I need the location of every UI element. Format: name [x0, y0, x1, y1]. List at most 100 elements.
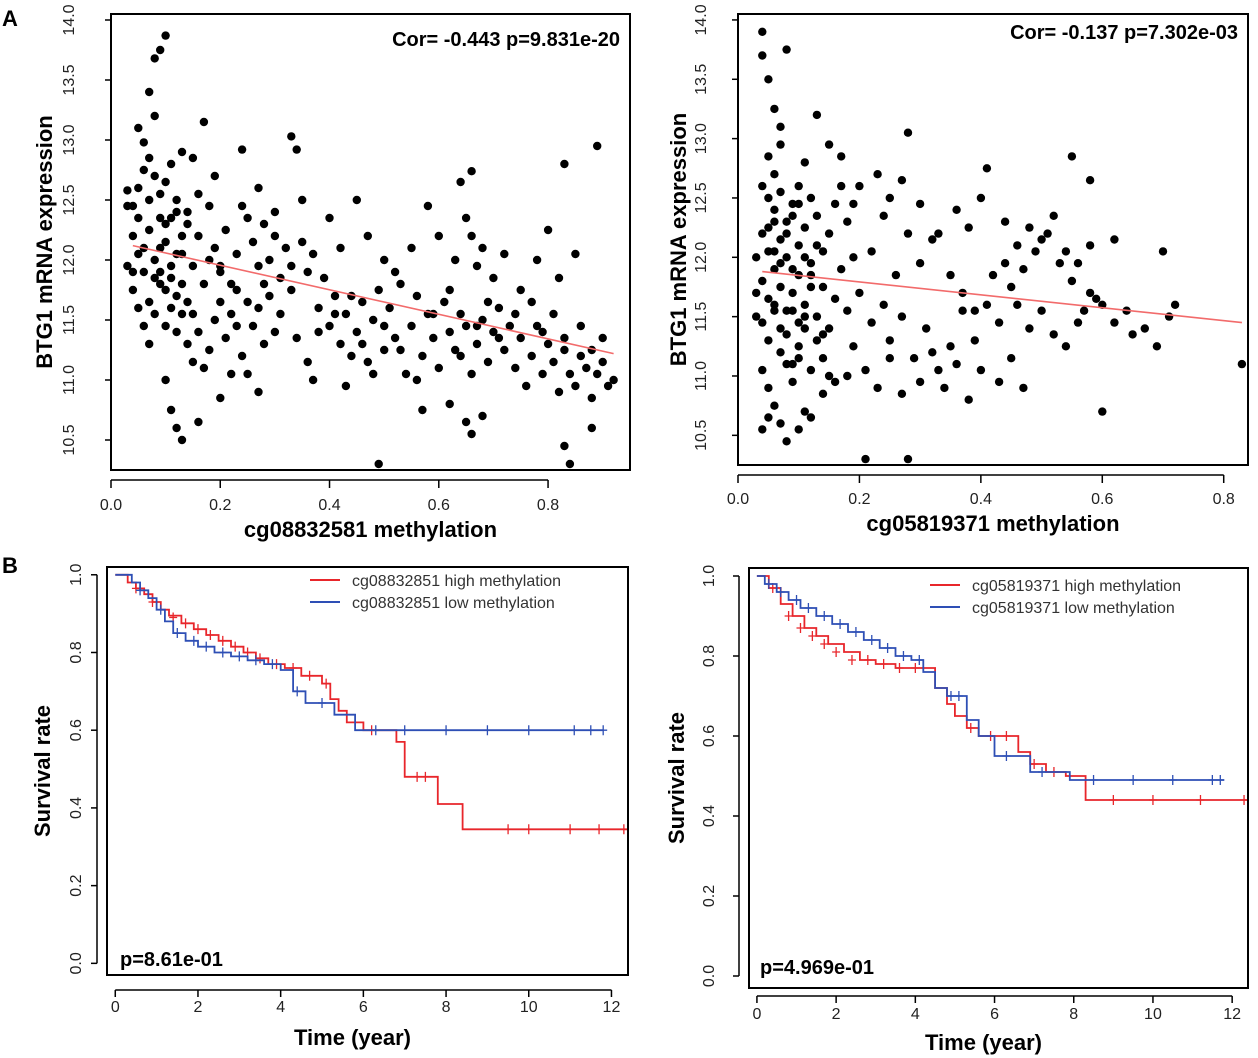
data-point: [824, 324, 834, 333]
y-tick-label: 0.8: [701, 645, 718, 667]
data-point: [794, 354, 803, 363]
data-point: [123, 261, 132, 271]
censor-mark: [1109, 795, 1118, 805]
data-point: [166, 405, 176, 415]
data-point: [867, 318, 876, 327]
data-point: [922, 324, 931, 333]
data-point: [308, 375, 318, 385]
censor-mark: [1168, 775, 1177, 785]
p-value-annotation: p=4.969e-01: [760, 957, 874, 979]
data-point: [982, 164, 992, 173]
data-point: [527, 351, 536, 361]
data-point: [1000, 217, 1010, 226]
y-tick-label: 0.2: [68, 874, 85, 896]
data-point: [958, 306, 967, 315]
data-point: [156, 213, 165, 223]
x-axis-title: cg05819371 methylation: [866, 511, 1119, 536]
data-point: [812, 211, 822, 220]
data-point: [794, 318, 803, 327]
data-point: [216, 393, 225, 403]
data-point: [776, 348, 785, 357]
data-point: [145, 339, 154, 349]
data-point: [336, 339, 345, 349]
censor-mark: [206, 630, 215, 640]
data-point: [800, 223, 809, 232]
censor-mark: [371, 725, 380, 736]
data-point: [609, 375, 618, 385]
data-point: [758, 425, 767, 434]
data-point: [161, 375, 170, 385]
data-point: [440, 297, 449, 307]
data-point: [363, 231, 372, 241]
data-point: [461, 417, 471, 427]
data-point: [1025, 324, 1034, 333]
data-point: [259, 339, 269, 349]
data-point: [764, 152, 773, 161]
data-point: [123, 201, 132, 211]
censor-mark: [202, 641, 211, 652]
data-point: [451, 345, 460, 355]
data-point: [764, 75, 773, 84]
data-point: [532, 255, 542, 265]
data-point: [265, 255, 274, 265]
data-point: [188, 357, 198, 367]
data-point: [363, 357, 372, 367]
data-point: [770, 104, 779, 114]
data-point: [396, 279, 405, 289]
data-point: [1073, 318, 1083, 327]
censor-mark: [851, 627, 860, 637]
y-tick-label: 10.5: [693, 420, 710, 451]
data-point: [843, 306, 852, 315]
censor-mark: [911, 663, 920, 673]
data-point: [385, 303, 394, 313]
data-point: [156, 189, 165, 199]
y-tick-label: 0.6: [701, 725, 718, 747]
data-point: [210, 315, 219, 325]
data-point: [314, 303, 323, 313]
data-point: [1085, 241, 1095, 250]
data-point: [782, 306, 791, 315]
data-point: [800, 300, 809, 309]
data-point: [177, 279, 187, 289]
data-point: [818, 354, 828, 363]
data-point: [752, 312, 761, 321]
data-point: [782, 437, 791, 446]
data-point: [451, 255, 460, 265]
data-point: [554, 387, 564, 397]
data-point: [134, 183, 143, 193]
data-point: [352, 195, 361, 205]
y-tick-label: 11.0: [61, 365, 78, 395]
data-point: [352, 327, 361, 337]
x-tick-label: 6: [990, 1006, 999, 1023]
y-tick-label: 12.5: [693, 182, 710, 213]
data-point: [560, 441, 569, 451]
data-point: [319, 273, 329, 283]
survival-curve: [115, 573, 604, 732]
data-point: [764, 223, 773, 232]
data-point: [172, 291, 181, 301]
regression-line: [132, 244, 614, 355]
data-point: [194, 327, 203, 337]
data-point: [554, 273, 564, 283]
data-point: [254, 303, 263, 313]
data-point: [794, 425, 803, 434]
censor-mark: [524, 824, 533, 835]
data-point: [1037, 306, 1046, 315]
censor-mark: [231, 641, 240, 652]
censor-mark: [954, 691, 963, 701]
data-point: [915, 259, 925, 268]
data-point: [188, 153, 198, 163]
data-point: [237, 201, 247, 211]
data-point: [423, 201, 433, 211]
data-point: [265, 291, 274, 301]
x-tick-label: 0.0: [727, 491, 749, 508]
data-point: [380, 321, 389, 331]
data-point: [543, 225, 553, 235]
data-point: [456, 351, 465, 361]
data-point: [478, 411, 487, 421]
data-point: [758, 27, 767, 36]
data-point: [560, 159, 569, 169]
censor-mark: [1196, 795, 1205, 805]
data-point: [516, 333, 525, 343]
data-point: [800, 407, 809, 416]
